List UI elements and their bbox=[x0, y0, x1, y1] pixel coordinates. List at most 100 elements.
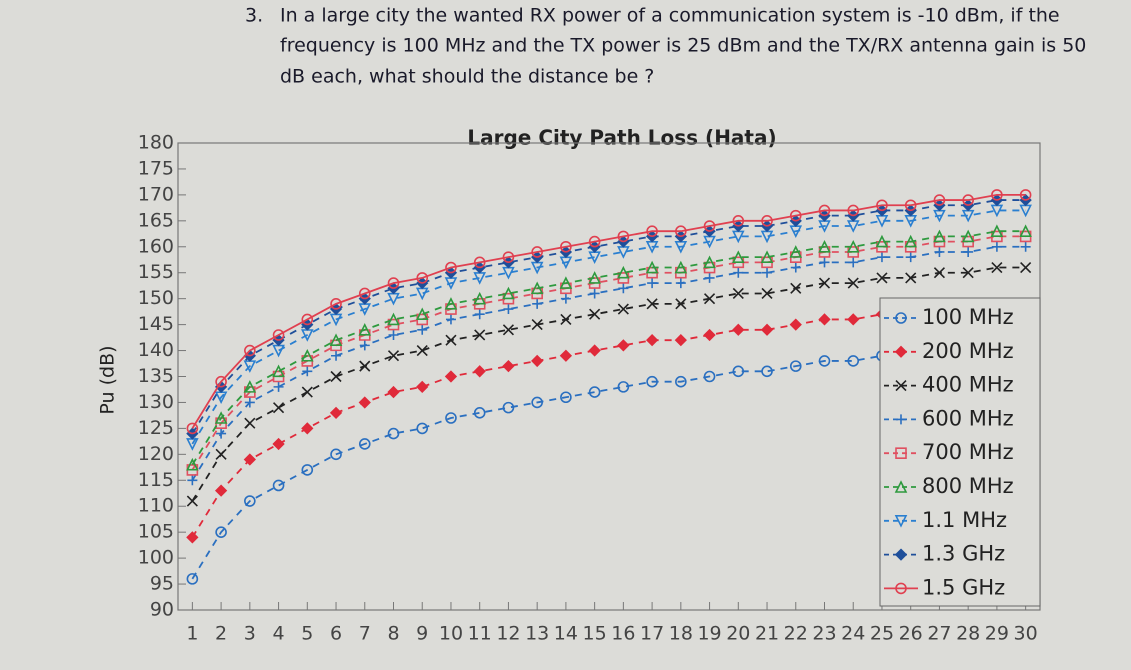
marker bbox=[559, 276, 573, 289]
x-tick-label: 3 bbox=[244, 623, 256, 645]
marker bbox=[473, 365, 486, 378]
marker bbox=[214, 484, 228, 497]
marker bbox=[675, 375, 687, 388]
x-tick-label: 24 bbox=[841, 623, 865, 645]
x-tick-label: 1 bbox=[186, 623, 198, 645]
marker bbox=[358, 396, 371, 409]
marker bbox=[674, 260, 688, 274]
marker bbox=[502, 251, 515, 263]
marker bbox=[588, 271, 601, 284]
x-tick-label: 13 bbox=[525, 623, 549, 645]
legend-marker bbox=[894, 548, 908, 561]
marker bbox=[761, 365, 773, 378]
marker bbox=[301, 355, 314, 367]
y-tick-label: 150 bbox=[138, 287, 174, 309]
marker bbox=[359, 360, 371, 372]
marker bbox=[761, 287, 773, 300]
question-number: 3. bbox=[245, 5, 263, 27]
marker bbox=[904, 234, 917, 248]
marker bbox=[818, 239, 831, 253]
marker bbox=[215, 448, 227, 460]
marker bbox=[732, 287, 744, 300]
marker bbox=[618, 283, 629, 294]
legend-label: 200 MHz bbox=[922, 339, 1014, 363]
marker bbox=[387, 312, 400, 326]
marker bbox=[186, 573, 199, 585]
marker bbox=[617, 339, 630, 352]
marker bbox=[732, 215, 745, 227]
marker bbox=[186, 464, 199, 476]
marker bbox=[674, 334, 687, 347]
marker bbox=[186, 422, 199, 435]
marker bbox=[1020, 241, 1031, 252]
marker bbox=[531, 396, 543, 409]
marker bbox=[963, 246, 974, 257]
x-tick-label: 29 bbox=[985, 623, 1009, 645]
marker bbox=[675, 225, 687, 238]
marker bbox=[302, 366, 313, 377]
marker bbox=[761, 215, 773, 227]
marker bbox=[876, 252, 887, 263]
marker bbox=[272, 329, 285, 341]
marker bbox=[387, 350, 400, 362]
marker bbox=[531, 246, 543, 258]
y-tick-label: 105 bbox=[138, 521, 174, 543]
marker bbox=[187, 475, 198, 486]
marker bbox=[301, 386, 313, 398]
marker bbox=[818, 277, 831, 289]
marker bbox=[1019, 189, 1032, 201]
y-tick-label: 120 bbox=[138, 443, 174, 465]
marker bbox=[991, 241, 1002, 252]
marker bbox=[388, 329, 399, 340]
marker bbox=[530, 281, 544, 295]
marker bbox=[588, 277, 601, 289]
marker bbox=[646, 298, 658, 310]
x-tick-label: 18 bbox=[669, 623, 693, 645]
marker bbox=[473, 256, 486, 269]
marker bbox=[789, 209, 802, 222]
marker bbox=[244, 417, 256, 429]
marker bbox=[847, 246, 860, 258]
legend-marker bbox=[895, 582, 907, 595]
legend-label: 1.5 GHz bbox=[922, 575, 1005, 599]
marker bbox=[301, 313, 314, 326]
marker bbox=[588, 235, 601, 248]
legend-marker bbox=[895, 312, 907, 324]
marker bbox=[272, 364, 285, 378]
marker bbox=[732, 365, 745, 378]
marker bbox=[933, 229, 946, 243]
x-tick-label: 23 bbox=[812, 623, 836, 645]
marker bbox=[876, 199, 888, 212]
chart-title: Large City Path Loss (Hata) bbox=[467, 126, 776, 150]
marker bbox=[214, 411, 228, 424]
marker bbox=[244, 495, 256, 507]
marker bbox=[503, 304, 514, 315]
x-tick-label: 15 bbox=[583, 623, 607, 645]
marker bbox=[760, 323, 774, 336]
x-tick-label: 12 bbox=[496, 623, 520, 645]
marker bbox=[847, 204, 860, 217]
marker bbox=[617, 230, 630, 243]
marker bbox=[703, 255, 716, 269]
x-tick-label: 2 bbox=[215, 623, 227, 645]
marker bbox=[273, 402, 285, 414]
y-tick-label: 155 bbox=[138, 261, 174, 283]
marker bbox=[617, 265, 630, 279]
legend-label: 100 MHz bbox=[922, 305, 1014, 329]
y-tick-label: 130 bbox=[138, 391, 174, 413]
marker bbox=[358, 438, 371, 450]
marker bbox=[358, 287, 371, 300]
marker bbox=[244, 397, 255, 408]
marker bbox=[646, 225, 658, 238]
legend-label: 1.3 GHz bbox=[922, 542, 1005, 566]
legend-marker bbox=[895, 447, 907, 459]
series-line bbox=[191, 209, 1026, 445]
marker bbox=[243, 453, 256, 466]
question-line: In a large city the wanted RX power of a… bbox=[280, 5, 1060, 27]
marker bbox=[244, 344, 256, 357]
marker bbox=[818, 355, 831, 367]
marker bbox=[789, 245, 803, 258]
y-axis-label: Pu (dB) bbox=[97, 345, 119, 414]
y-tick-label: 135 bbox=[138, 365, 174, 387]
